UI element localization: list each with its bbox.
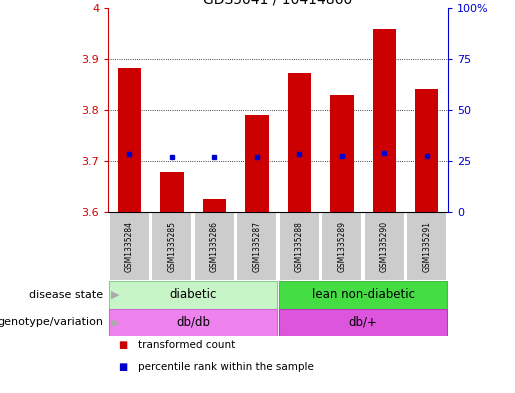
Text: ■: ■ [118,340,128,350]
Text: GSM1335291: GSM1335291 [422,221,431,272]
Bar [288,73,311,212]
Bar [279,309,447,336]
Bar [118,68,141,212]
Bar [373,29,396,212]
Bar [151,212,192,281]
Bar [236,212,277,281]
Text: ■: ■ [118,362,128,371]
Text: GSM1335286: GSM1335286 [210,221,219,272]
Bar [364,212,405,281]
Text: GSM1335288: GSM1335288 [295,221,304,272]
Text: db/db: db/db [176,316,210,329]
Text: ▶: ▶ [111,317,119,327]
Text: GSM1335284: GSM1335284 [125,221,134,272]
Text: GSM1335285: GSM1335285 [167,221,176,272]
Text: percentile rank within the sample: percentile rank within the sample [138,362,314,371]
Bar [321,212,362,281]
Text: diabetic: diabetic [169,288,217,301]
Text: lean non-diabetic: lean non-diabetic [312,288,415,301]
Bar [109,212,150,281]
Bar [415,88,438,212]
Text: GSM1335287: GSM1335287 [252,221,261,272]
Bar [330,95,353,212]
Bar [109,309,277,336]
Bar [203,200,226,212]
Text: disease state: disease state [29,290,103,300]
Text: genotype/variation: genotype/variation [0,317,103,327]
Bar [406,212,447,281]
Bar [160,173,183,212]
Text: GSM1335290: GSM1335290 [380,221,389,272]
Title: GDS5041 / 10414860: GDS5041 / 10414860 [203,0,353,7]
Bar [279,281,447,309]
Bar [279,212,320,281]
Text: GSM1335289: GSM1335289 [337,221,346,272]
Bar [109,281,277,309]
Text: db/+: db/+ [349,316,377,329]
Text: ▶: ▶ [111,290,119,300]
Text: transformed count: transformed count [138,340,235,350]
Bar [194,212,235,281]
Bar [245,115,268,212]
